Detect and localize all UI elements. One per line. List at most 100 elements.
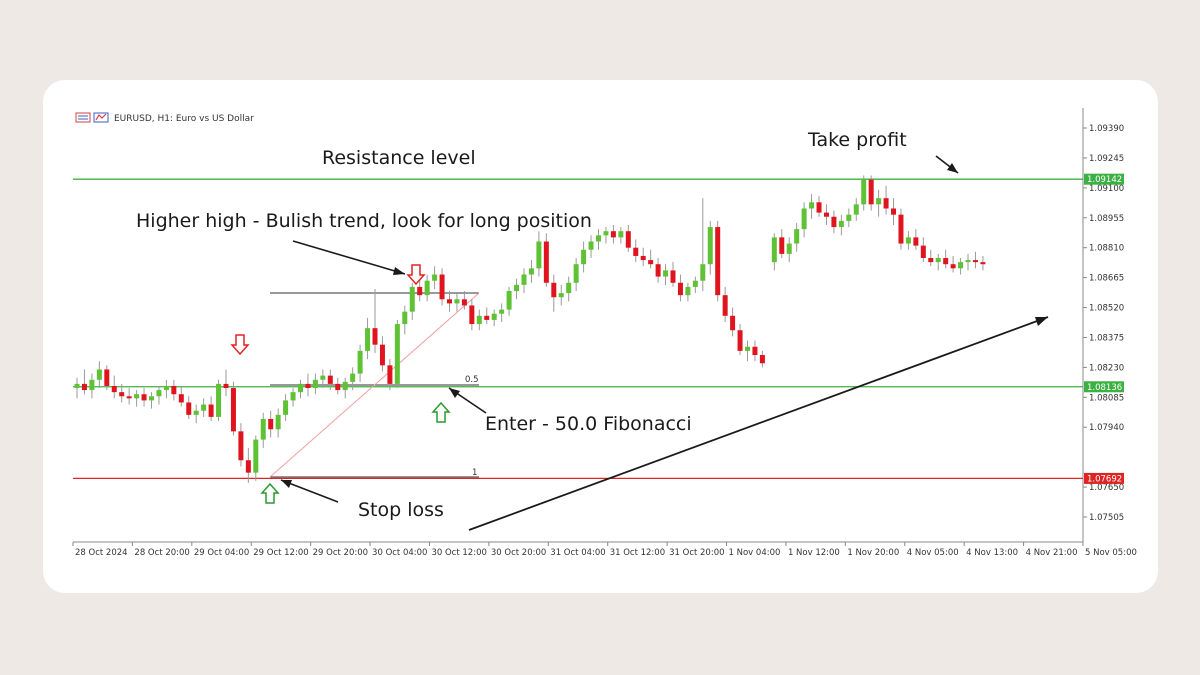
candle-body <box>618 231 624 238</box>
candle <box>648 249 654 269</box>
price-tick-label: 1.08230 <box>1089 363 1124 373</box>
candle <box>305 373 311 397</box>
candle <box>342 377 348 399</box>
candle-body <box>943 258 949 265</box>
candle <box>111 375 117 399</box>
candle <box>312 373 318 395</box>
candle-body <box>357 350 363 374</box>
candle-body <box>156 390 162 397</box>
candle <box>551 274 557 312</box>
time-axis: 28 Oct 2024 28 Oct 20:00 29 Oct 04:00 29 Oc… <box>72 542 1137 558</box>
candle-body <box>394 324 400 384</box>
candle <box>499 303 505 322</box>
candle-body <box>715 227 721 296</box>
candle <box>980 255 986 271</box>
candle <box>461 291 467 310</box>
time-tick-label: 31 Oct 20:00 <box>669 548 724 558</box>
candle <box>104 365 110 391</box>
candle <box>81 369 87 395</box>
candle-body <box>186 402 192 415</box>
candle-body <box>920 245 926 259</box>
candle <box>275 408 281 438</box>
candle-body <box>476 315 482 325</box>
level-price-tag <box>1084 472 1124 484</box>
candle <box>365 317 371 360</box>
candle <box>913 229 919 250</box>
candle-body <box>603 231 609 236</box>
candle <box>928 249 934 267</box>
candle-body <box>290 392 296 401</box>
candle-body <box>461 299 467 306</box>
candle-body <box>216 383 222 417</box>
fib-label-0-5: 0.5 <box>465 375 479 385</box>
candle <box>618 227 624 244</box>
candle-body <box>809 202 815 209</box>
time-tick-label: 31 Oct 04:00 <box>550 548 605 558</box>
candle <box>320 369 326 389</box>
candle <box>268 410 274 438</box>
candle-body <box>89 379 95 391</box>
candle-body <box>506 291 512 310</box>
candle-body <box>432 274 438 281</box>
candle <box>514 278 520 300</box>
candle <box>432 266 438 289</box>
candle-body <box>610 231 616 238</box>
candle-body <box>298 383 303 393</box>
level-price-label: 1.09142 <box>1087 175 1122 185</box>
candle-body <box>268 418 274 430</box>
horizontal-levels: 1.09142 1.08136 1.07692 <box>73 173 1124 484</box>
candle-body <box>868 179 874 205</box>
candle <box>715 220 721 302</box>
candle-body <box>965 260 971 263</box>
candle <box>357 344 363 382</box>
candle-body <box>528 268 534 275</box>
candle <box>439 268 445 306</box>
candle-body <box>260 418 266 440</box>
candle <box>823 204 829 225</box>
candle <box>737 324 743 356</box>
price-axis: 1.09390 1.09245 1.09100 1.08955 1.08810 1.086… <box>1083 124 1124 523</box>
time-tick-label: 4 Nov 13:00 <box>966 548 1018 558</box>
candle-body <box>846 214 852 221</box>
candle-body <box>424 280 430 296</box>
price-tick-label: 1.08810 <box>1089 244 1124 254</box>
candle <box>603 227 609 244</box>
candle-body <box>707 227 713 265</box>
candle <box>677 274 683 302</box>
candle-body <box>193 410 199 415</box>
candle-body <box>958 262 964 269</box>
candle-body <box>950 264 956 269</box>
time-tick-label: 1 Nov 12:00 <box>788 548 840 558</box>
candle <box>126 388 132 405</box>
candle <box>74 377 80 399</box>
candle <box>883 185 889 215</box>
candle-body <box>178 394 184 403</box>
candle-body <box>521 274 527 285</box>
up-arrow-icon <box>260 482 280 504</box>
candle <box>290 388 296 407</box>
candle-body <box>469 305 475 325</box>
candle-body <box>980 262 986 265</box>
candle <box>759 350 765 368</box>
candle <box>692 276 698 294</box>
candle <box>528 260 534 283</box>
candle <box>156 385 162 405</box>
candle <box>491 309 497 327</box>
candle-body <box>905 237 911 244</box>
candle <box>846 208 852 228</box>
candle <box>722 286 728 322</box>
candle-body <box>786 243 792 254</box>
candle-body <box>838 220 844 228</box>
candle-body <box>74 383 80 389</box>
candle-body <box>536 241 542 269</box>
candle <box>141 388 147 407</box>
time-tick-label: 5 Nov 05:00 <box>1085 548 1137 558</box>
candle <box>447 291 452 312</box>
price-tick-label: 1.08085 <box>1089 393 1124 403</box>
level-price-label: 1.08136 <box>1087 383 1122 393</box>
candle-body <box>119 392 125 397</box>
take-profit-label: Take profit <box>807 129 907 151</box>
price-tick-label: 1.07940 <box>1089 423 1124 433</box>
candle <box>853 198 859 221</box>
candle <box>566 276 572 302</box>
